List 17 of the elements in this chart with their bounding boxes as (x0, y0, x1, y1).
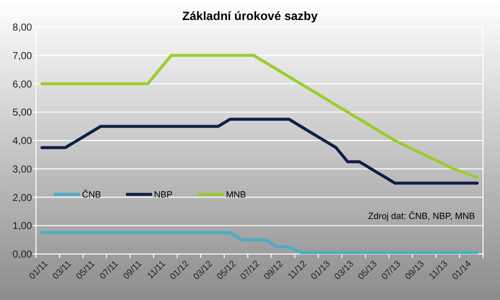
y-tick-label: 3,00 (12, 164, 32, 176)
y-tick-label: 2,00 (12, 192, 32, 204)
y-tick-label: 8,00 (12, 22, 32, 34)
y-tick-label: 6,00 (12, 79, 32, 90)
legend-label: ČNB (82, 190, 102, 200)
legend-label: MNB (226, 190, 246, 200)
y-tick-label: 5,00 (12, 108, 32, 119)
line-series (40, 118, 479, 185)
annotation: Zdroj dat: ČNB, NBP, MNB (368, 210, 475, 221)
y-tick-label: 4,00 (12, 136, 32, 147)
line-series (40, 54, 479, 179)
legend-label: NBP (154, 190, 173, 200)
chart-title: Základní úrokové sazby (182, 9, 318, 23)
y-tick-label: 0,00 (12, 250, 32, 260)
line-series (40, 231, 479, 254)
y-tick-label: 1,00 (12, 221, 32, 232)
y-tick-label: 7,00 (12, 50, 32, 62)
